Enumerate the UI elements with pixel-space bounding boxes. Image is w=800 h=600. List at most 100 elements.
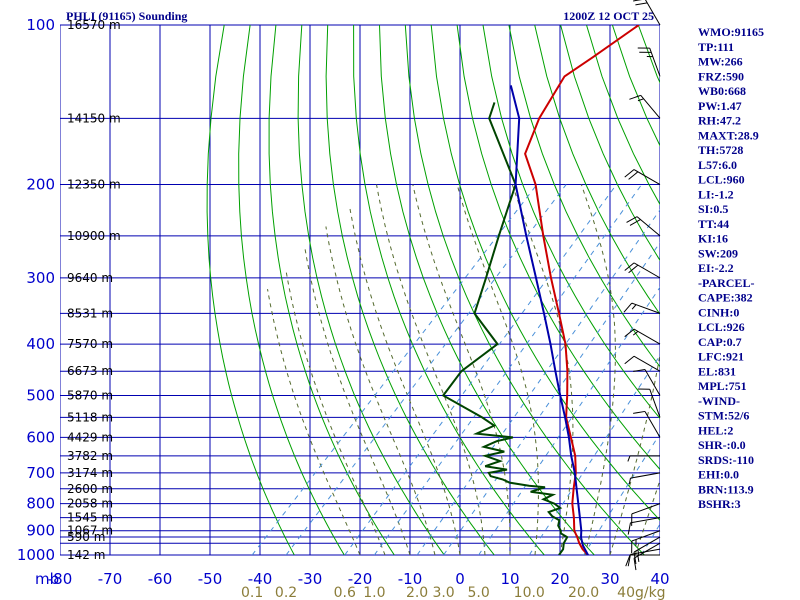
mixing-ratio-line (373, 184, 643, 555)
index-item: BSHR:3 (698, 497, 741, 511)
index-item: -PARCEL- (698, 276, 754, 290)
wind-barb (633, 542, 661, 571)
wind-barb-feather (629, 94, 641, 100)
mixing-ratio-label: 10.0 (514, 585, 545, 600)
series-parcel-line (509, 85, 589, 555)
mixing-ratio-line (251, 184, 538, 555)
wind-barb-feather (624, 328, 635, 338)
mixing-ratio-label: 20.0 (568, 585, 599, 600)
mixing-ratio-line (583, 432, 660, 555)
dry-adiabat (768, 25, 800, 555)
index-item: WB0:668 (698, 84, 746, 98)
index-item: EI:-2.2 (698, 261, 734, 275)
wind-barb-feather (627, 522, 631, 535)
wind-barb-staff (631, 302, 661, 314)
pressure-tick-label: 900 (26, 522, 55, 540)
dry-adiabat (508, 25, 660, 368)
height-label: 3174 m (67, 466, 113, 480)
wind-barbs (623, 0, 661, 571)
height-label: 5870 m (67, 388, 113, 402)
wind-barb-feather (627, 455, 631, 462)
wind-barb-feather (627, 554, 631, 567)
wind-barb-staff (644, 369, 661, 396)
wind-barb-staff (633, 355, 661, 372)
wind-barb (633, 0, 661, 26)
moist-adiabat (267, 289, 361, 555)
wind-barb (624, 169, 661, 185)
dry-adiabat (268, 25, 395, 555)
wind-barb-staff (644, 0, 661, 26)
wind-barb-staff (633, 536, 661, 553)
moist-adiabat (349, 206, 461, 555)
wind-barb (629, 94, 661, 119)
height-label: 8531 m (67, 306, 113, 320)
wind-barb-staff (649, 389, 661, 418)
index-item: LCL:960 (698, 173, 745, 187)
moist-adiabat (609, 351, 660, 555)
height-label: 590 m (67, 530, 105, 544)
index-item: MW:266 (698, 55, 743, 69)
wind-barb-feather (637, 98, 644, 102)
wind-barb-feather (635, 2, 648, 6)
index-item: KI:16 (698, 232, 728, 246)
index-item: CINH:0 (698, 305, 739, 319)
wind-barb (627, 517, 661, 535)
wind-barb (628, 472, 661, 485)
wind-barb-staff (630, 517, 661, 524)
mixing-ratio-label: 0.2 (275, 585, 297, 600)
wind-barb (631, 530, 661, 554)
mixing-ratio-label: 0.1 (241, 585, 263, 600)
temperature-tick-label: -70 (98, 570, 123, 588)
wind-barb-feather (625, 554, 631, 567)
wind-barb (637, 47, 661, 77)
moist-adiabat (285, 270, 386, 555)
height-label: 9640 m (67, 271, 113, 285)
index-item: STM:52/6 (698, 409, 749, 423)
chart-time: 1200Z 12 OCT 25 (563, 9, 654, 23)
mixing-ratio-line (478, 286, 660, 555)
temperature-tick-label: -30 (298, 570, 323, 588)
index-item: CAP:0.7 (698, 335, 742, 349)
wind-barb-staff (636, 216, 661, 237)
wind-barb (627, 455, 660, 462)
temperature-tick-label: -80 (48, 570, 73, 588)
pressure-tick-label: 200 (26, 176, 55, 194)
wind-barb-staff (633, 542, 661, 559)
mixing-ratio-line (344, 184, 617, 555)
height-label: 2058 m (67, 497, 113, 511)
temperature-tick-label: 20 (550, 570, 569, 588)
pressure-tick-label: 600 (26, 428, 55, 446)
wind-barb-feather (624, 355, 635, 365)
dry-adiabat (560, 25, 660, 262)
index-item: WMO:91165 (698, 25, 764, 39)
index-item: RH:47.2 (698, 114, 741, 128)
mixing-ratio-label: 2.0 (406, 585, 428, 600)
height-label: 1067 m (67, 524, 113, 538)
height-label: 3782 m (67, 449, 113, 463)
wind-barb-feather (633, 0, 643, 2)
wind-barb (623, 302, 661, 314)
height-labels: 16570 m 14150 m 12350 m 10900 m 9640 m 8531 m… (67, 18, 121, 562)
temperature-tick-label: 10 (500, 570, 519, 588)
moist-adiabat (580, 184, 616, 555)
wind-barb-staff (633, 328, 661, 345)
mixing-ratio-label: 5.0 (467, 585, 489, 600)
wind-barb (631, 503, 661, 526)
index-item: SW:209 (698, 246, 738, 260)
wind-barb-feather (624, 169, 635, 178)
temperature-tick-label: 30 (600, 570, 619, 588)
wind-barb-staff (630, 472, 661, 479)
height-label: 5118 m (67, 410, 113, 424)
index-item: LCL:926 (698, 320, 745, 334)
moist-adiabat (511, 184, 574, 555)
wind-barb-staff (631, 530, 661, 542)
wind-barb (624, 262, 661, 279)
series-dewpoint-line (441, 102, 569, 555)
index-item: SHR-:0.0 (698, 438, 746, 452)
dry-adiabat (379, 25, 595, 555)
index-item: BRN:113.9 (698, 482, 754, 496)
temperature-tick-label: 0 (455, 570, 465, 588)
wind-barb-feather (628, 171, 639, 180)
index-item: FRZ:590 (698, 69, 744, 83)
